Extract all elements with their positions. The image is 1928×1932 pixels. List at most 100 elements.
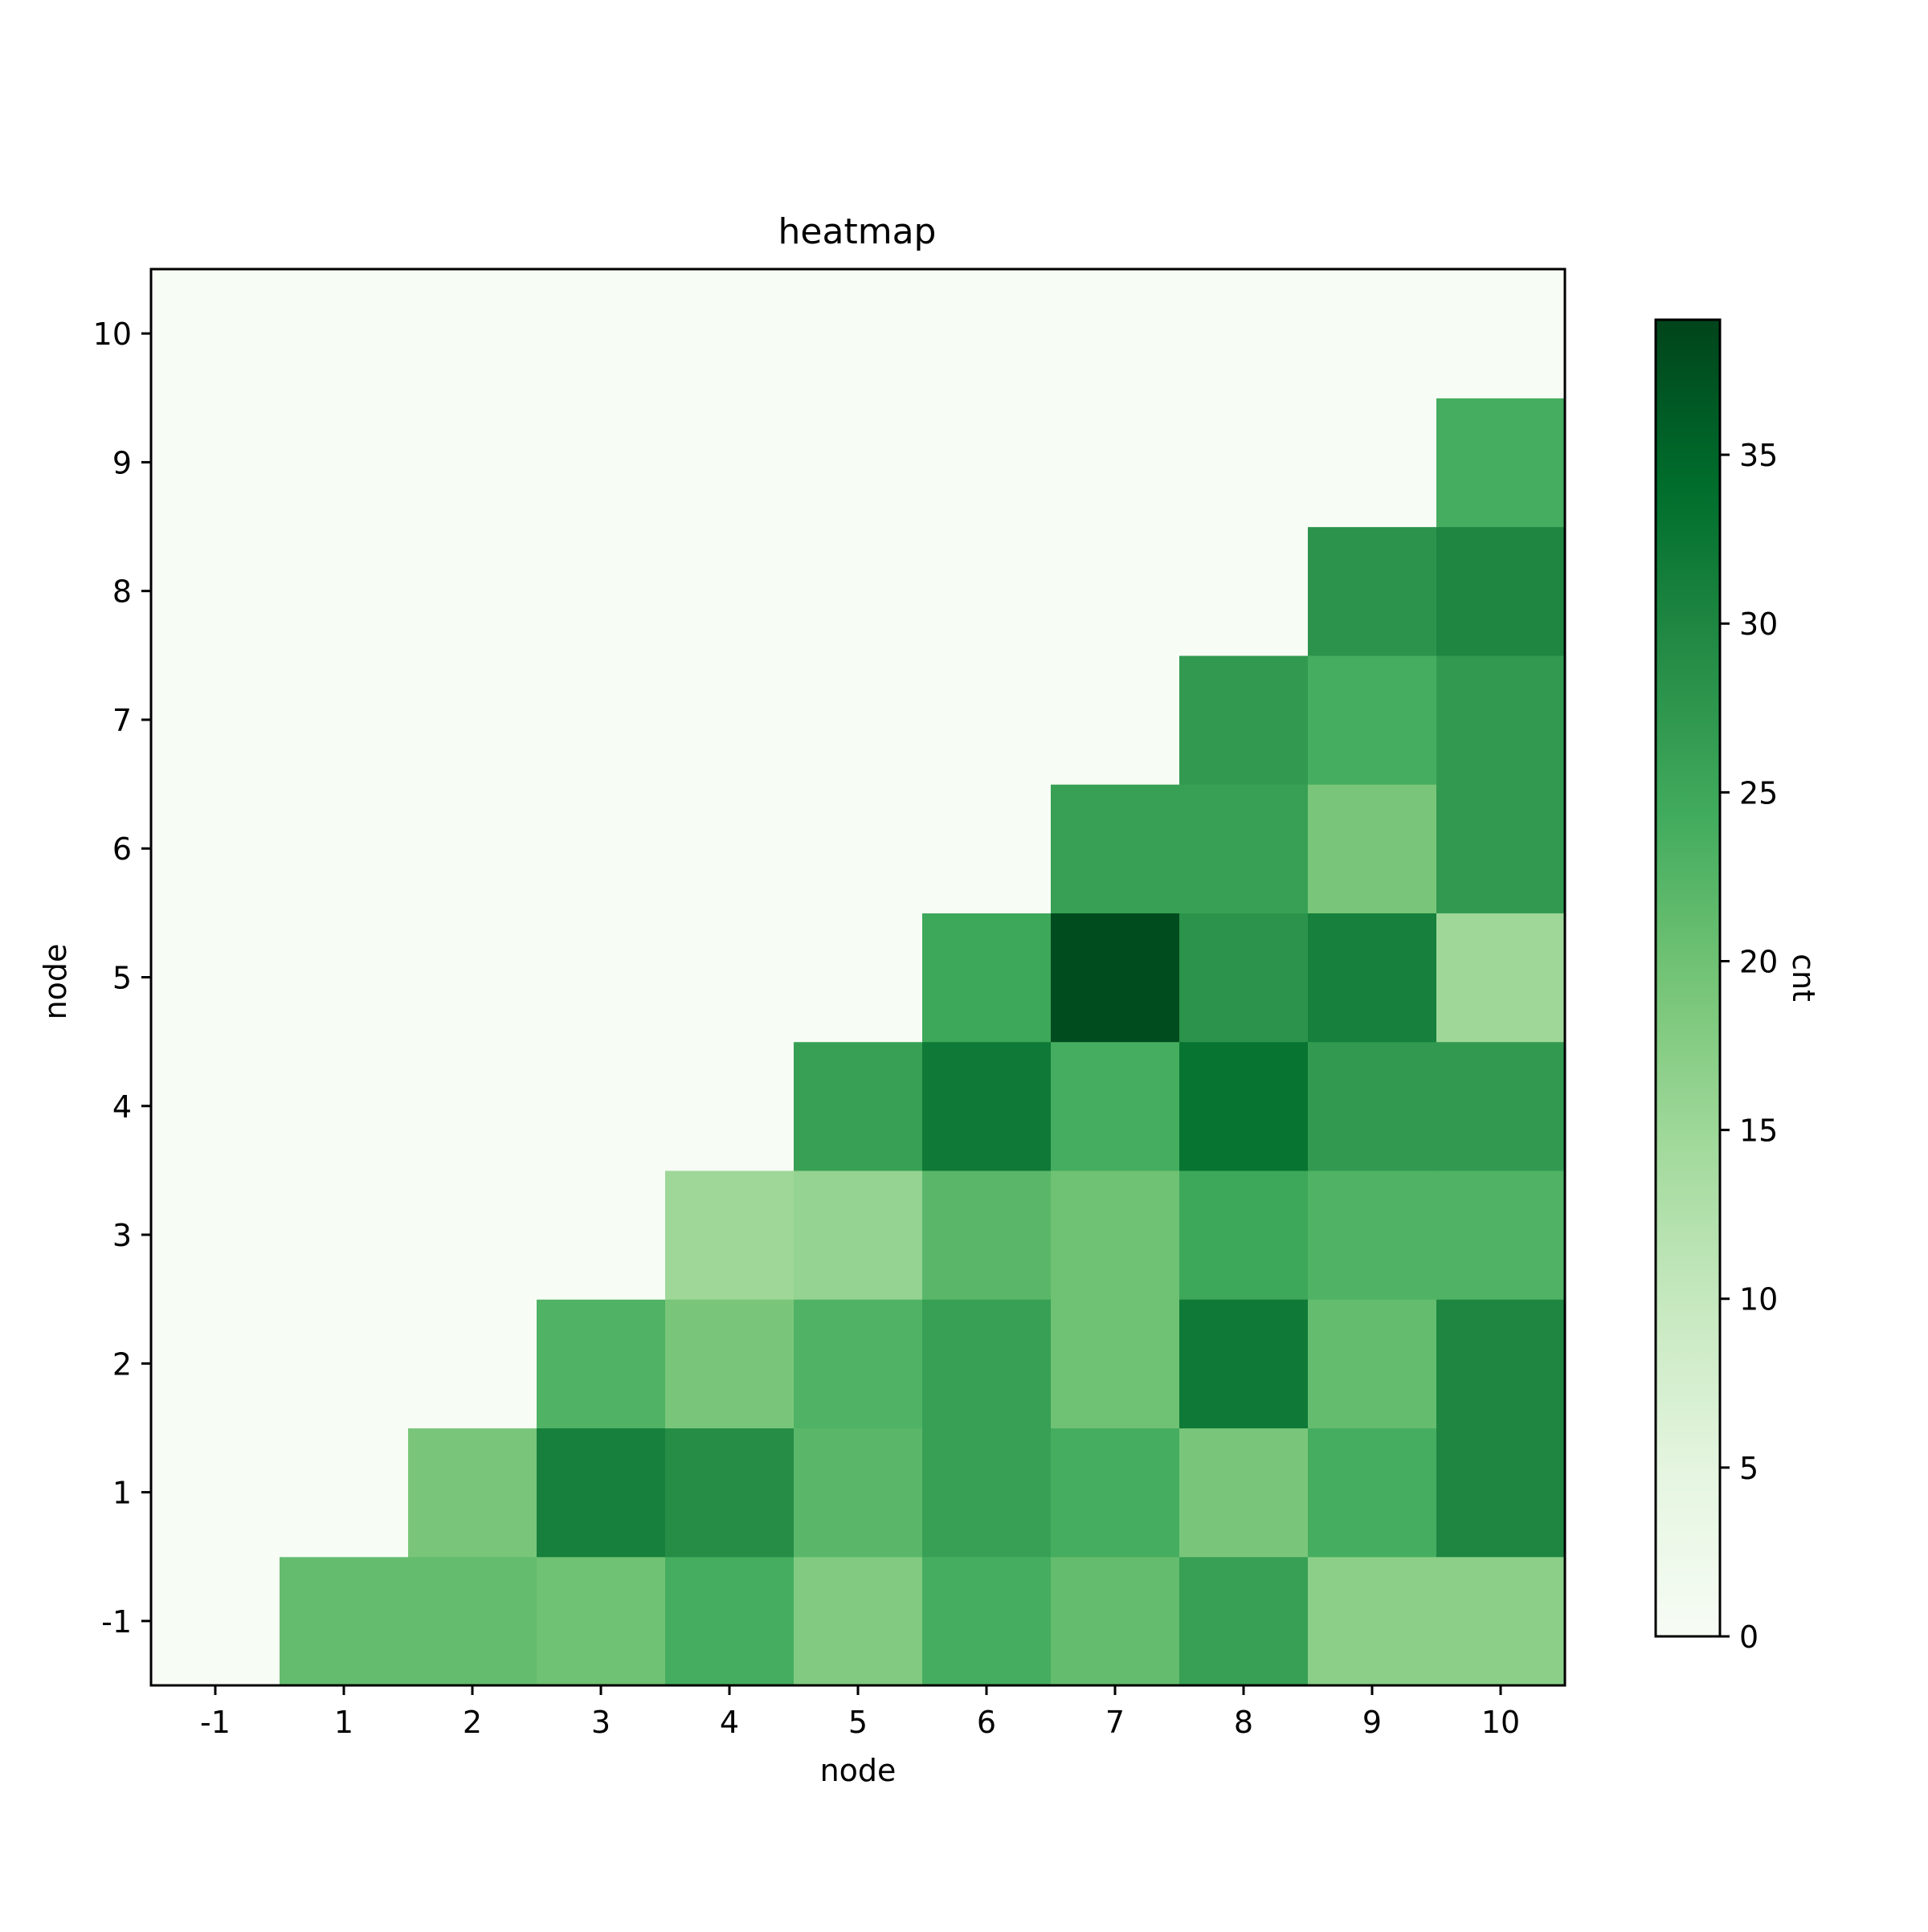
heatmap-cells <box>151 269 1566 1686</box>
heatmap-cell-7-5 <box>794 655 923 785</box>
heatmap-cell-2-6 <box>922 1299 1052 1429</box>
heatmap-cell-8-10 <box>1436 526 1566 656</box>
heatmap-cell-1-2 <box>408 1428 537 1558</box>
heatmap-cell-7-8 <box>1179 655 1309 785</box>
heatmap-cell-9-5 <box>794 398 923 528</box>
heatmap-cell-4-6 <box>922 1041 1052 1171</box>
heatmap-cell-4-8 <box>1179 1041 1309 1171</box>
heatmap-cell--1-6 <box>922 1556 1052 1686</box>
heatmap-cell-2-3 <box>537 1299 666 1429</box>
heatmap-cell-3-9 <box>1308 1170 1437 1300</box>
heatmap-cell-3-8 <box>1179 1170 1309 1300</box>
y-tick-label: 1 <box>112 1476 132 1511</box>
y-tick-label: 2 <box>112 1346 132 1382</box>
heatmap-cell-4-1 <box>280 1041 409 1171</box>
heatmap-cell-2-2 <box>408 1299 537 1429</box>
heatmap-cell-1--1 <box>151 1428 280 1558</box>
heatmap-cell-7-9 <box>1308 655 1437 785</box>
heatmap-cell-1-7 <box>1051 1428 1180 1558</box>
heatmap-cell-2-10 <box>1436 1299 1566 1429</box>
heatmap-cell-3-10 <box>1436 1170 1566 1300</box>
colorbar-tick-label: 35 <box>1739 438 1778 473</box>
heatmap-cell-7--1 <box>151 655 280 785</box>
heatmap-cell--1-2 <box>408 1556 537 1686</box>
heatmap-cell-4-2 <box>408 1041 537 1171</box>
heatmap-cell-9-6 <box>922 398 1052 528</box>
x-tick-label: 6 <box>977 1705 996 1740</box>
heatmap-cell--1-4 <box>665 1556 794 1686</box>
heatmap-cell-3-3 <box>537 1170 666 1300</box>
heatmap-cell-3--1 <box>151 1170 280 1300</box>
colorbar-ticks: 0 5 10 15 20 25 30 35 <box>1720 438 1778 1655</box>
x-axis-label: node <box>820 1753 897 1788</box>
heatmap-cell-2-1 <box>280 1299 409 1429</box>
heatmap-cell--1-5 <box>794 1556 923 1686</box>
colorbar-tick-label: 5 <box>1739 1451 1758 1486</box>
x-tick-label: 7 <box>1105 1705 1125 1740</box>
heatmap-cell-6-9 <box>1308 784 1437 913</box>
chart-title: heatmap <box>778 211 937 252</box>
heatmap-cell-10-7 <box>1051 269 1180 398</box>
heatmap-cell-10-10 <box>1436 269 1566 398</box>
heatmap-cell-8-3 <box>537 526 666 656</box>
x-tick-label: 10 <box>1481 1705 1520 1740</box>
colorbar-tick-label: 15 <box>1739 1113 1778 1149</box>
heatmap-cell-3-4 <box>665 1170 794 1300</box>
heatmap-cell-4-9 <box>1308 1041 1437 1171</box>
heatmap-cell-6--1 <box>151 784 280 913</box>
x-tick-label: 3 <box>591 1705 611 1740</box>
heatmap-cell-5-2 <box>408 913 537 1043</box>
heatmap-cell-8-4 <box>665 526 794 656</box>
heatmap-cell--1--1 <box>151 1556 280 1686</box>
heatmap-cell-7-2 <box>408 655 537 785</box>
heatmap-cell-1-8 <box>1179 1428 1309 1558</box>
y-tick-label: 10 <box>93 317 132 352</box>
heatmap-cell-2-9 <box>1308 1299 1437 1429</box>
heatmap-cell-5-3 <box>537 913 666 1043</box>
colorbar-tick-label: 0 <box>1739 1620 1758 1655</box>
heatmap-cell-10-5 <box>794 269 923 398</box>
heatmap-cell-5-5 <box>794 913 923 1043</box>
y-tick-label: 6 <box>112 831 132 867</box>
heatmap-cell-7-1 <box>280 655 409 785</box>
heatmap-cell-6-6 <box>922 784 1052 913</box>
heatmap-cell-8-8 <box>1179 526 1309 656</box>
heatmap-cell-4-4 <box>665 1041 794 1171</box>
heatmap-cell-6-5 <box>794 784 923 913</box>
colorbar-label: cnt <box>1786 954 1821 1002</box>
x-tick-label: 4 <box>720 1705 739 1740</box>
heatmap-cell-5-10 <box>1436 913 1566 1043</box>
heatmap-cell-1-4 <box>665 1428 794 1558</box>
y-tick-label: -1 <box>101 1604 132 1640</box>
heatmap-cell-3-5 <box>794 1170 923 1300</box>
heatmap-cell-5-4 <box>665 913 794 1043</box>
heatmap-cell-10-8 <box>1179 269 1309 398</box>
heatmap-cell-6-8 <box>1179 784 1309 913</box>
heatmap-cell-6-4 <box>665 784 794 913</box>
heatmap-cell-6-2 <box>408 784 537 913</box>
heatmap-cell-8-9 <box>1308 526 1437 656</box>
heatmap-cell-10-9 <box>1308 269 1437 398</box>
heatmap-cell-7-3 <box>537 655 666 785</box>
x-axis-ticks: -1 1 2 3 4 5 6 7 8 9 10 <box>200 1685 1520 1740</box>
y-axis-label: node <box>38 944 73 1020</box>
heatmap-cell-4--1 <box>151 1041 280 1171</box>
heatmap-cell-1-3 <box>537 1428 666 1558</box>
heatmap-cell-9-7 <box>1051 398 1180 528</box>
heatmap-cell-4-5 <box>794 1041 923 1171</box>
x-tick-label: 1 <box>334 1705 353 1740</box>
heatmap-cell-4-7 <box>1051 1041 1180 1171</box>
heatmap-cell-5-6 <box>922 913 1052 1043</box>
heatmap-cell-5-1 <box>280 913 409 1043</box>
x-tick-label: -1 <box>200 1705 231 1740</box>
heatmap-cell-9-10 <box>1436 398 1566 528</box>
y-tick-label: 3 <box>112 1218 132 1253</box>
heatmap-cell-8-7 <box>1051 526 1180 656</box>
x-tick-label: 5 <box>848 1705 868 1740</box>
heatmap-cell-5-9 <box>1308 913 1437 1043</box>
heatmap-cell--1-3 <box>537 1556 666 1686</box>
y-axis-ticks: -1 1 2 3 4 5 6 7 8 9 10 <box>93 317 151 1640</box>
heatmap-cell-4-10 <box>1436 1041 1566 1171</box>
heatmap-cell--1-1 <box>280 1556 409 1686</box>
heatmap-cell-6-7 <box>1051 784 1180 913</box>
